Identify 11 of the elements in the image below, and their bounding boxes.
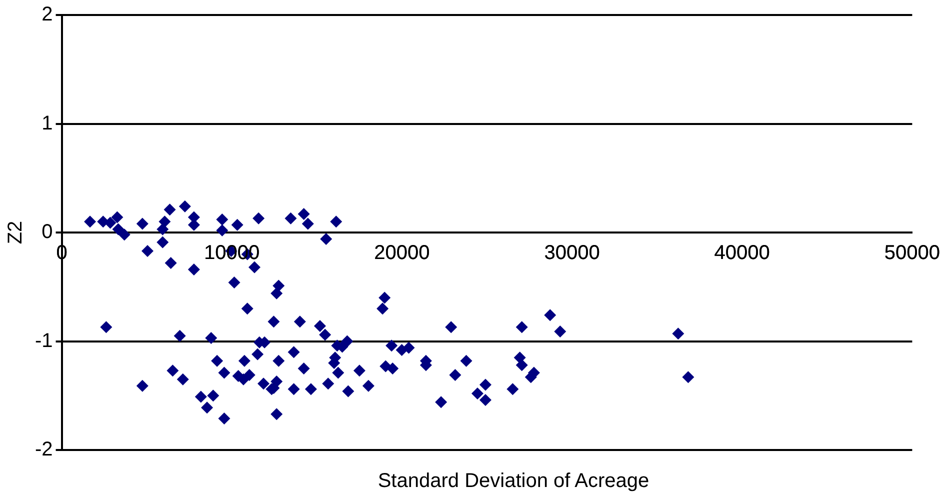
- y-axis-title: Z2: [4, 220, 27, 244]
- x-tick-label: 20000: [374, 242, 430, 264]
- y-tick-label: 2: [42, 4, 53, 26]
- x-tick-label: 50000: [884, 242, 940, 264]
- x-tick-label: 40000: [714, 242, 770, 264]
- y-tick-label: 0: [42, 221, 53, 244]
- y-tick-label: -1: [34, 330, 53, 352]
- y-tick-label: -2: [34, 438, 53, 461]
- y-tick-label: 1: [42, 112, 53, 134]
- x-axis-title: Standard Deviation of Acreage: [376, 470, 650, 493]
- x-tick-label: 30000: [544, 242, 600, 264]
